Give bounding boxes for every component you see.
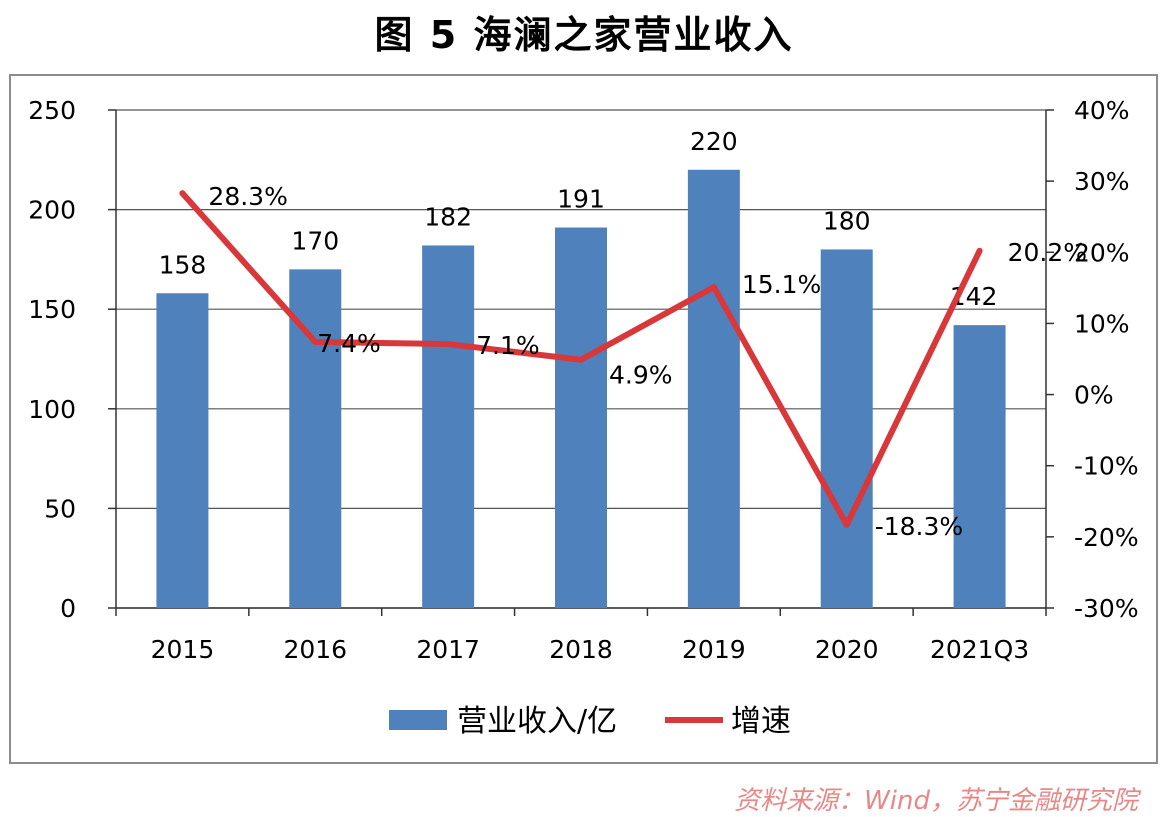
- bar-label: 220: [690, 127, 738, 156]
- y-left-tick-label: 0: [60, 594, 76, 623]
- y-left-tick-label: 200: [28, 196, 76, 225]
- growth-point-2021Q3: [976, 247, 983, 254]
- y-right-tick-label: -10%: [1074, 452, 1139, 481]
- bar-label: 180: [823, 206, 871, 235]
- chart-title: 图 5 海澜之家营业收入: [374, 13, 794, 57]
- combo-chart: 0 50 100 150 200 250 -30% -20% -10% 0% 10% 20% 30% 40…: [28, 96, 1139, 739]
- y-right-tick-label: 30%: [1074, 167, 1130, 196]
- source-note: 资料来源：Wind，苏宁金融研究院: [734, 786, 1138, 816]
- legend-bar-label: 营业收入/亿: [457, 704, 617, 739]
- bar-2020: [820, 249, 873, 608]
- x-tick-label: 2018: [549, 635, 613, 664]
- bar-2017: [422, 245, 475, 608]
- growth-label: 20.2%: [1008, 238, 1087, 267]
- chart-frame: 0 50 100 150 200 250 -30% -20% -10% 0% 10% 20% 30% 40…: [9, 74, 1158, 764]
- x-tick-label: 2021Q3: [930, 635, 1029, 664]
- x-tick-label: 2019: [682, 635, 746, 664]
- growth-label: 15.1%: [742, 270, 821, 299]
- x-tick-label: 2020: [815, 635, 879, 664]
- growth-label: 28.3%: [208, 182, 287, 211]
- legend-line-label: 增速: [731, 704, 791, 739]
- bar-2018: [555, 227, 607, 608]
- growth-point-2020: [843, 521, 850, 528]
- y-right-tick-label: 0%: [1074, 381, 1114, 410]
- growth-point-2019: [710, 284, 717, 291]
- bar-label: 182: [424, 202, 472, 231]
- y-left-tick-label: 150: [28, 295, 76, 324]
- y-right-tick-label: 20%: [1074, 238, 1130, 267]
- x-tick-label: 2016: [283, 635, 347, 664]
- bar-2019: [687, 169, 740, 608]
- growth-point-2015: [179, 190, 186, 197]
- y-left-tick-label: 250: [28, 96, 76, 125]
- growth-label: 7.1%: [476, 331, 540, 360]
- y-left-tick-label: 50: [44, 494, 76, 523]
- bar-label: 170: [291, 226, 339, 255]
- y-right-tick-label: -30%: [1074, 594, 1139, 623]
- growth-label: 4.9%: [609, 361, 673, 390]
- x-tick-label: 2015: [151, 635, 215, 664]
- bar-2021Q3: [953, 325, 1006, 608]
- bar-label: 191: [557, 185, 605, 214]
- y-right-tick-label: 40%: [1074, 96, 1130, 125]
- y-left-tick-label: 100: [28, 395, 76, 424]
- y-right-tick-label: -20%: [1074, 523, 1139, 552]
- growth-point-2016: [312, 338, 319, 345]
- growth-point-2017: [445, 341, 452, 348]
- growth-label: -18.3%: [875, 512, 963, 541]
- growth-label: 7.4%: [317, 329, 381, 358]
- bar-label: 158: [159, 250, 207, 279]
- x-tick-label: 2017: [416, 635, 480, 664]
- legend-bar-swatch: [389, 710, 447, 730]
- y-right-tick-label: 10%: [1074, 309, 1130, 338]
- growth-point-2018: [578, 356, 584, 363]
- bar-2015: [156, 293, 209, 608]
